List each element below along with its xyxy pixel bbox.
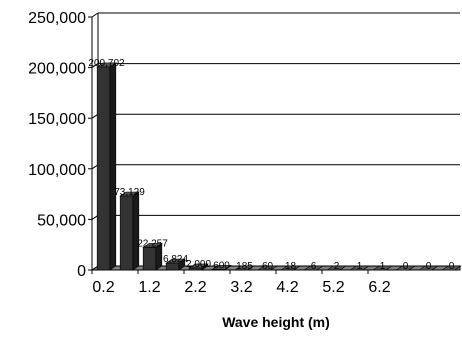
bar [143, 247, 156, 270]
data-label: 22,257 [137, 238, 168, 249]
y-tick-label: 50,000 [37, 212, 86, 229]
y-tick-label: 100,000 [28, 162, 86, 179]
data-label: 0 [426, 261, 432, 272]
data-label: 2,000 [186, 259, 211, 270]
data-label: 6,824 [163, 254, 188, 265]
data-label: 0 [449, 261, 455, 272]
data-label: 18 [285, 261, 297, 272]
grid-layer [92, 13, 460, 219]
data-label: 200,702 [88, 58, 125, 69]
data-label: 185 [236, 261, 253, 272]
data-label: 2 [334, 261, 340, 272]
data-label: 0 [403, 261, 409, 272]
x-axis-title: Wave height (m) [222, 314, 330, 330]
x-tick-label: 2.2 [184, 279, 206, 296]
axis-layer [88, 13, 460, 274]
bar [120, 196, 133, 270]
bar-side [133, 192, 139, 270]
x-tick-label: 4.2 [276, 279, 298, 296]
x-tick-label: 6.2 [368, 279, 390, 296]
gridline-side [92, 13, 98, 17]
data-label: 60 [262, 261, 274, 272]
x-tick-label: 1.2 [138, 279, 160, 296]
bar-side [110, 63, 116, 270]
y-tick-label: 250,000 [28, 10, 86, 27]
y-tick-label: 0 [77, 263, 86, 280]
x-tick-label: 0.2 [92, 279, 114, 296]
data-label: 73,129 [114, 187, 145, 198]
data-label: 1 [380, 261, 386, 272]
data-label: 600 [213, 260, 230, 271]
bar [97, 67, 110, 270]
y-tick-label: 200,000 [28, 61, 86, 78]
y-tick-label: 150,000 [28, 111, 86, 128]
data-label: 6 [311, 261, 317, 272]
tick-label-layer: 0 50,000 100,000 150,000 200,000 250,000 0.2 1.… [28, 10, 391, 296]
data-label: 1 [357, 261, 363, 272]
x-tick-label: 5.2 [322, 279, 344, 296]
x-tick-label: 3.2 [230, 279, 252, 296]
